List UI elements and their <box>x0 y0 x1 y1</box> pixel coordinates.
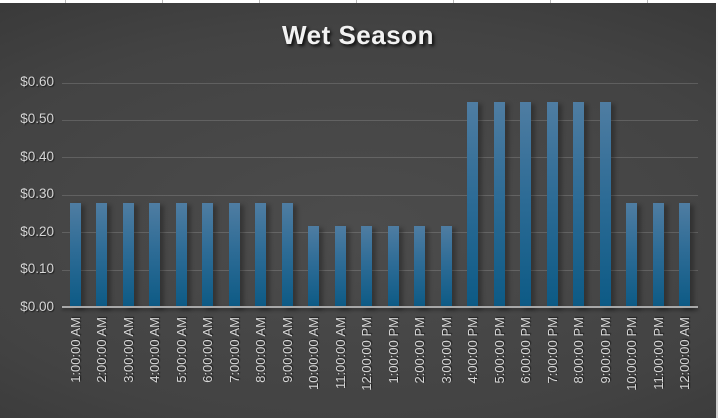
bar[interactable] <box>308 225 319 308</box>
gridline <box>62 157 698 159</box>
bar[interactable] <box>255 202 266 308</box>
x-axis-category-label: 12:00:00 PM <box>359 317 375 391</box>
x-axis-category-label: 5:00:00 AM <box>173 317 189 383</box>
y-axis-tick-label: $0.60 <box>20 74 54 89</box>
bar[interactable] <box>70 202 81 308</box>
x-axis-category-label: 3:00:00 PM <box>438 317 454 384</box>
cell-border <box>162 0 163 3</box>
x-axis-category-label: 1:00:00 AM <box>67 317 83 383</box>
y-axis-tick-label: $0.30 <box>20 186 54 202</box>
bar[interactable] <box>335 225 346 308</box>
cell-border <box>453 0 454 3</box>
x-axis-category-label: 4:00:00 AM <box>147 317 163 383</box>
bar[interactable] <box>361 225 372 308</box>
x-axis-category-label: 10:00:00 AM <box>306 317 322 390</box>
bar[interactable] <box>96 202 107 308</box>
gridline <box>62 269 698 271</box>
bar[interactable] <box>547 101 558 308</box>
x-axis-category-label: 7:00:00 AM <box>226 317 242 383</box>
x-axis-category-label: 7:00:00 PM <box>544 317 560 384</box>
y-axis-tick-label: $0.50 <box>20 111 54 127</box>
bar[interactable] <box>388 225 399 308</box>
x-axis-category-label: 9:00:00 PM <box>597 317 613 384</box>
cell-border <box>356 0 357 3</box>
x-axis-category-label: 5:00:00 PM <box>491 317 507 384</box>
x-axis-category-label: 2:00:00 AM <box>94 317 110 383</box>
cell-border <box>550 0 551 3</box>
cell-border <box>259 0 260 3</box>
y-axis-tick-label: $0.10 <box>20 261 54 277</box>
x-axis-category-label: 11:00:00 AM <box>332 317 348 390</box>
bar[interactable] <box>123 202 134 308</box>
y-axis-tick-label: $0.00 <box>20 298 54 314</box>
bar[interactable] <box>202 202 213 308</box>
spreadsheet-cells-top-edge <box>0 0 718 3</box>
bar[interactable] <box>679 202 690 308</box>
y-axis-tick-label: $0.20 <box>20 223 54 239</box>
x-axis-category-label: 1:00:00 PM <box>385 317 401 384</box>
x-axis-category-label: 4:00:00 PM <box>465 317 481 384</box>
bar[interactable] <box>573 101 584 308</box>
bar[interactable] <box>626 202 637 308</box>
bar[interactable] <box>282 202 293 308</box>
x-axis-line <box>62 306 698 308</box>
x-axis-category-label: 12:00:00 AM <box>677 317 693 390</box>
bar[interactable] <box>176 202 187 308</box>
gridline <box>62 82 698 84</box>
x-axis-category-label: 11:00:00 PM <box>650 317 666 390</box>
bar[interactable] <box>494 101 505 308</box>
chart-title: Wet Season <box>282 20 434 50</box>
gridline <box>62 194 698 196</box>
bar[interactable] <box>149 202 160 308</box>
x-axis-category-label: 6:00:00 PM <box>518 317 534 384</box>
gridline <box>62 232 698 234</box>
x-axis-category-label: 9:00:00 AM <box>279 317 295 383</box>
bar[interactable] <box>653 202 664 308</box>
x-axis-category-label: 3:00:00 AM <box>120 317 136 383</box>
bar[interactable] <box>467 101 478 308</box>
bar[interactable] <box>441 225 452 308</box>
bar[interactable] <box>414 225 425 308</box>
x-axis-category-label: 10:00:00 PM <box>624 317 640 391</box>
bar[interactable] <box>229 202 240 308</box>
y-axis-tick-label: $0.40 <box>20 148 54 164</box>
cell-border <box>65 0 66 3</box>
gridline <box>62 119 698 121</box>
x-axis-category-label: 6:00:00 AM <box>200 317 216 383</box>
bar[interactable] <box>600 101 611 308</box>
x-axis-category-label: 8:00:00 PM <box>571 317 587 384</box>
cell-border <box>647 0 648 3</box>
bar[interactable] <box>520 101 531 308</box>
x-axis-category-label: 2:00:00 PM <box>412 317 428 384</box>
spreadsheet-column-edge <box>716 0 718 418</box>
x-axis-category-label: 8:00:00 AM <box>253 317 269 383</box>
